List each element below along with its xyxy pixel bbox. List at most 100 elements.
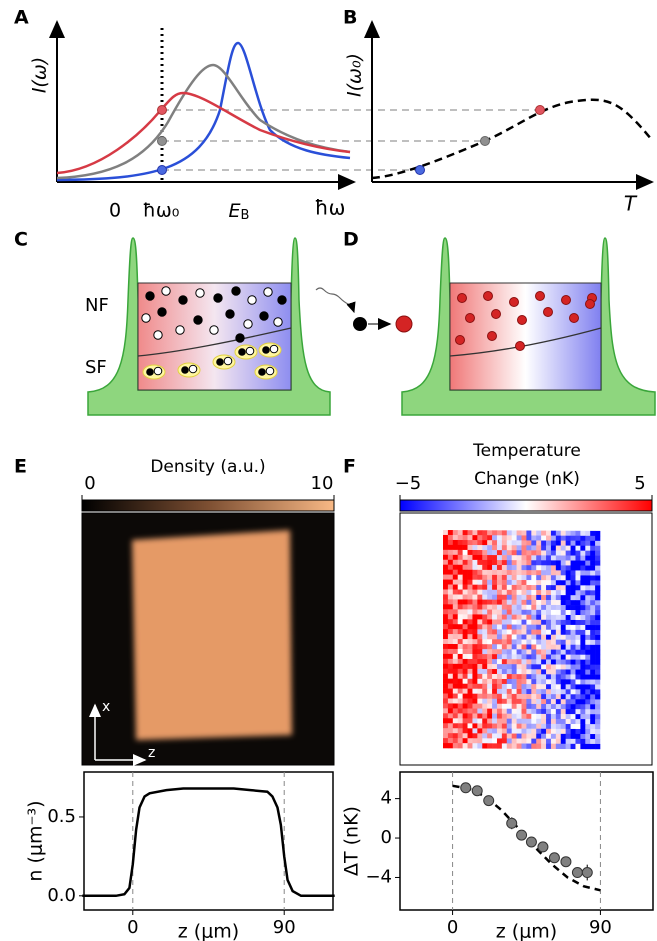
heat-cell	[565, 689, 571, 695]
heat-cell	[477, 743, 483, 749]
heat-cell	[580, 689, 586, 695]
particle	[269, 344, 279, 354]
heat-cell	[570, 714, 576, 720]
heat-cell	[462, 668, 468, 675]
heat-cell	[536, 555, 542, 561]
panel-labels: A B C D E F	[14, 7, 359, 478]
heat-cell	[443, 738, 449, 744]
heat-cell	[560, 718, 566, 725]
heat-cell	[560, 614, 566, 621]
heat-cell	[595, 545, 601, 552]
heat-cell	[536, 708, 542, 715]
heat-cell	[570, 580, 576, 586]
heat-cell	[560, 644, 566, 650]
heat-cell	[550, 540, 557, 546]
heat-cell	[516, 629, 522, 635]
heat-cell	[580, 550, 586, 556]
heat-cell	[595, 704, 601, 710]
heat-cell	[487, 579, 493, 586]
heat-cell	[575, 733, 581, 740]
heat-cell	[570, 639, 576, 646]
heat-cell	[452, 668, 459, 675]
heat-cell	[501, 565, 508, 571]
heat-cell	[531, 570, 537, 576]
heat-cell	[496, 634, 503, 640]
heat-cell	[541, 570, 547, 576]
heat-cell	[482, 629, 488, 635]
heat-cell	[452, 604, 459, 610]
heat-cell	[580, 669, 586, 675]
heat-cell	[443, 564, 449, 570]
heat-cell	[546, 570, 552, 576]
heat-cell	[467, 604, 473, 610]
heat-cell	[585, 555, 591, 561]
heat-cell	[477, 530, 483, 536]
heat-cell	[526, 599, 532, 606]
heat-cell	[467, 540, 473, 546]
heat-cell	[506, 535, 512, 541]
heat-cell	[580, 575, 586, 581]
heat-cell	[487, 550, 493, 556]
heat-cell	[457, 733, 463, 739]
heat-cell	[496, 669, 503, 675]
y-label: I(ω₀)	[344, 53, 366, 97]
particle	[238, 348, 246, 356]
heat-cell	[506, 664, 512, 670]
heat-cell	[472, 649, 478, 655]
heat-cell	[555, 704, 562, 710]
heat-cell	[511, 579, 517, 586]
heat-cell	[511, 688, 517, 695]
heat-cell	[487, 604, 493, 610]
heat-cell	[590, 600, 596, 606]
heat-cell	[541, 585, 547, 591]
point	[525, 836, 537, 848]
heat-cell	[555, 664, 562, 670]
heat-cell	[462, 703, 468, 709]
heat-cell	[590, 615, 596, 621]
heat-cell	[487, 555, 493, 561]
heat-cell	[531, 614, 537, 621]
heat-cell	[585, 545, 591, 551]
heat-cell	[496, 674, 503, 680]
y-tick-label: 0.5	[47, 806, 76, 827]
heat-cell	[585, 535, 591, 542]
heat-cell	[526, 535, 532, 541]
heat-cell	[443, 728, 449, 734]
axis-name: z	[148, 745, 155, 761]
heat-cell	[580, 629, 586, 636]
heat-cell	[477, 540, 483, 546]
heat-cell	[555, 595, 562, 601]
heat-cell	[462, 728, 468, 734]
dot	[157, 105, 167, 115]
heat-cell	[526, 614, 532, 620]
heat-cell	[575, 624, 581, 631]
heat-cell	[521, 604, 527, 611]
y-tick-label: 4	[381, 788, 392, 809]
heat-cell	[526, 689, 532, 695]
heat-cell	[531, 694, 537, 700]
heat-cell	[536, 550, 542, 556]
heat-cell	[506, 688, 512, 695]
heat-cell	[477, 584, 483, 590]
heat-cell	[467, 688, 473, 694]
heat-cell	[506, 718, 512, 724]
heat-cell	[546, 684, 552, 690]
heat-cell	[472, 723, 478, 729]
heat-cell	[580, 699, 586, 705]
data-line	[82, 787, 335, 898]
particle	[225, 309, 235, 319]
x-label: z (μm)	[496, 921, 557, 941]
heat-cell	[585, 699, 591, 705]
heat-cell	[590, 654, 596, 661]
heat-cell	[590, 585, 596, 591]
heat-cell	[457, 554, 463, 561]
heat-cell	[521, 733, 527, 739]
heat-cell	[546, 639, 552, 645]
heat-cell	[477, 619, 483, 625]
heat-cell	[506, 708, 512, 715]
heat-cell	[585, 684, 591, 690]
heat-cell	[575, 669, 581, 675]
heat-cell	[472, 559, 478, 566]
heat-cell	[501, 728, 508, 734]
